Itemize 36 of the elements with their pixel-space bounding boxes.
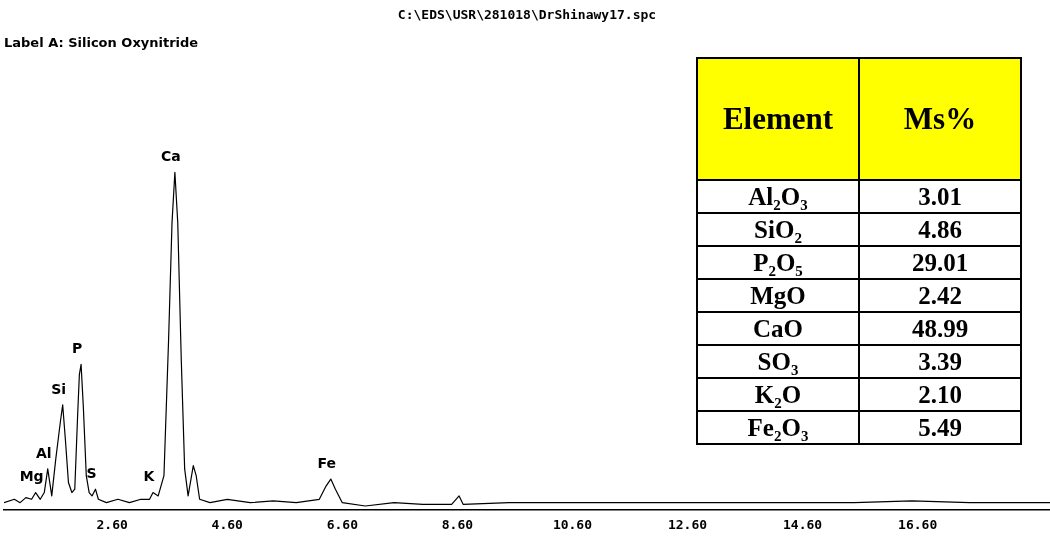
text: 2.10: [918, 380, 962, 408]
annotation: K: [143, 468, 156, 485]
x-tick-label: 6.60: [326, 516, 359, 532]
annotation: S: [86, 464, 97, 481]
x-tick-label: 4.60: [211, 516, 244, 532]
x-tick-label: 12.60: [667, 516, 708, 532]
x-tick-label: 16.60: [898, 516, 938, 532]
category-label: SiO₂: [697, 213, 859, 246]
x-tick-label: 14.60: [783, 516, 823, 532]
x-tick-label: 10.60: [552, 516, 593, 532]
annotation: Mg: [19, 468, 44, 485]
text: 2.42: [918, 281, 962, 309]
chart-subtitle: Label A: Silicon Oxynitride: [4, 34, 199, 50]
annotation: Fe: [317, 454, 337, 471]
text: 3.01: [918, 182, 962, 210]
x-tick-label: 8.60: [441, 516, 474, 532]
text: Ms%: [859, 58, 1021, 180]
category-label: SO₃: [697, 345, 859, 378]
category-label: K₂O: [697, 378, 859, 411]
annotation: Ca: [161, 147, 181, 164]
annotation: Si: [51, 380, 67, 397]
category-label: Al₂O₃: [697, 180, 859, 213]
annotation: Al: [35, 444, 52, 461]
text: 48.99: [911, 314, 969, 342]
category-label: CaO: [697, 312, 859, 345]
text: 4.86: [918, 215, 962, 243]
annotation: P: [71, 340, 83, 357]
text: 29.01: [911, 248, 969, 276]
category-label: P₂O₅: [697, 246, 859, 279]
text: 3.39: [918, 347, 962, 375]
text: 5.49: [918, 413, 962, 441]
text: Element: [697, 58, 859, 180]
category-label: Fe₂O₃: [697, 411, 859, 444]
x-tick-label: 2.60: [96, 516, 128, 532]
chart-title: C:\EDS\USR\281018\DrShinawy17.spc: [397, 7, 657, 23]
category-label: MgO: [697, 279, 859, 312]
